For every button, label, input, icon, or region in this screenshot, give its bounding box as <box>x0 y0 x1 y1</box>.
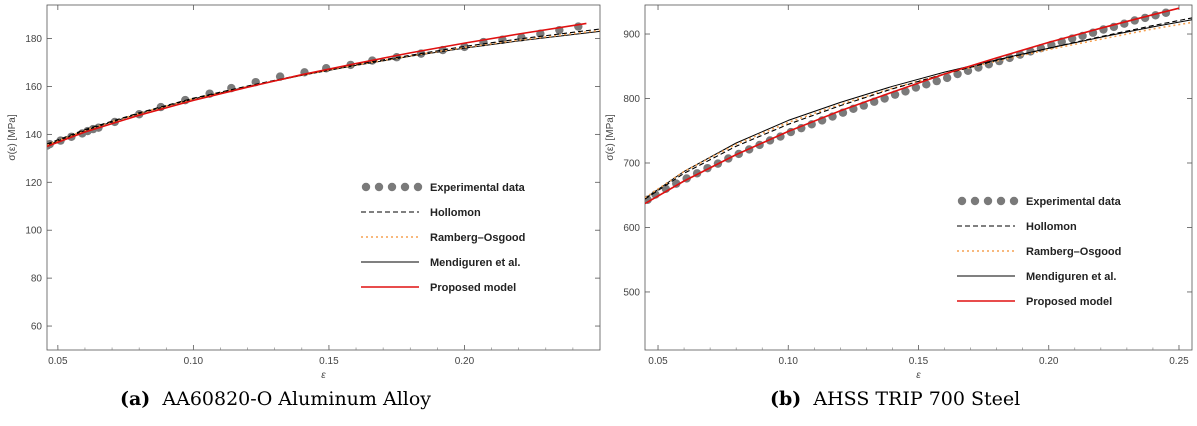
experimental-data-point <box>953 69 962 79</box>
experimental-data-point <box>942 73 952 83</box>
legend-label: Ramberg–Osgood <box>430 232 525 244</box>
x-tick-label: 0.20 <box>455 356 475 367</box>
series-line-proposed-model <box>645 7 1180 205</box>
legend-marker <box>361 182 371 192</box>
legend: Experimental data Hollomon Ramberg–Osgood M… <box>957 196 1122 308</box>
y-tick-label: 60 <box>31 322 43 333</box>
legend-marker <box>970 196 980 206</box>
x-tick-label: 0.20 <box>1039 356 1059 367</box>
x-tick-label: 0.10 <box>184 356 204 367</box>
legend-label: Proposed model <box>1026 296 1112 308</box>
x-tick-label: 0.05 <box>648 356 668 367</box>
legend-marker <box>413 182 423 192</box>
y-tick-label: 100 <box>25 226 42 237</box>
y-tick-label: 900 <box>623 30 640 41</box>
caption-b-text: AHSS TRIP 700 Steel <box>813 388 1021 410</box>
legend-label: Mendiguren et al. <box>430 257 520 269</box>
experimental-data-point <box>672 179 681 188</box>
series-line-hollomon <box>47 28 600 145</box>
legend-marker <box>374 182 384 192</box>
x-axis-label: ε <box>916 370 921 381</box>
series-line-ramberg-osgood <box>645 21 1192 199</box>
plot-frame <box>46 4 601 351</box>
legend-label: Proposed model <box>430 282 516 294</box>
series-line-mendiguren-et-al <box>47 30 600 146</box>
y-tick-label: 800 <box>623 94 640 105</box>
x-tick-label: 0.25 <box>1169 356 1189 367</box>
experimental-data-point <box>901 87 910 96</box>
chart-panel-a: 0.05 0.10 0.15 0.20 60 80 100 120 140 160 180 ε σ(ε)… <box>7 4 601 381</box>
legend-marker <box>400 182 410 192</box>
legend: Experimental data Hollomon Ramberg–Osgood M… <box>361 182 526 294</box>
legend-label: Hollomon <box>1026 221 1077 233</box>
caption-b-label: (b) <box>770 388 802 410</box>
experimental-data-point <box>974 63 983 72</box>
caption-b: (b) AHSS TRIP 700 Steel <box>770 388 1020 410</box>
x-tick-label: 0.15 <box>909 356 929 367</box>
chart-panel-b: 0.05 0.10 0.15 0.20 0.25 500 600 700 800 900 ε σ(ε)… <box>605 4 1193 381</box>
y-tick-label: 160 <box>25 82 42 93</box>
plot-area <box>645 7 1192 205</box>
legend-marker <box>957 196 967 206</box>
y-tick-label: 180 <box>25 34 42 45</box>
experimental-data-point <box>922 80 931 89</box>
legend-marker <box>1009 196 1019 206</box>
caption-a: (a) AA60820-O Aluminum Alloy <box>120 388 431 410</box>
legend-label: Mendiguren et al. <box>1026 271 1116 283</box>
y-tick-label: 500 <box>623 287 640 298</box>
y-tick-label: 80 <box>31 274 43 285</box>
experimental-data-point <box>460 42 469 52</box>
series-line-ramberg-osgood <box>47 29 600 146</box>
caption-a-label: (a) <box>120 388 151 410</box>
caption-a-text: AA60820-O Aluminum Alloy <box>162 388 432 410</box>
legend-label: Hollomon <box>430 207 481 219</box>
legend-label: Ramberg–Osgood <box>1026 246 1121 258</box>
x-tick-label: 0.10 <box>779 356 799 367</box>
y-tick-label: 700 <box>623 158 640 169</box>
legend-label: Experimental data <box>1026 196 1122 208</box>
legend-label: Experimental data <box>430 182 526 194</box>
legend-marker <box>387 182 397 192</box>
x-axis-label: ε <box>321 370 326 381</box>
series-line-hollomon <box>645 17 1192 200</box>
x-tick-label: 0.15 <box>319 356 339 367</box>
y-axis-label: σ(ε) [MPa] <box>605 114 616 160</box>
y-tick-label: 600 <box>623 223 640 234</box>
legend-marker <box>983 196 993 206</box>
series-line-mendiguren-et-al <box>645 19 1192 199</box>
y-tick-label: 140 <box>25 130 42 141</box>
series-line-proposed-model <box>47 22 587 148</box>
experimental-data-point <box>932 76 941 86</box>
y-axis-label: σ(ε) [MPa] <box>7 114 18 160</box>
plot-area <box>47 22 600 150</box>
x-tick-label: 0.05 <box>48 356 68 367</box>
y-tick-label: 120 <box>25 178 42 189</box>
legend-marker <box>996 196 1006 206</box>
